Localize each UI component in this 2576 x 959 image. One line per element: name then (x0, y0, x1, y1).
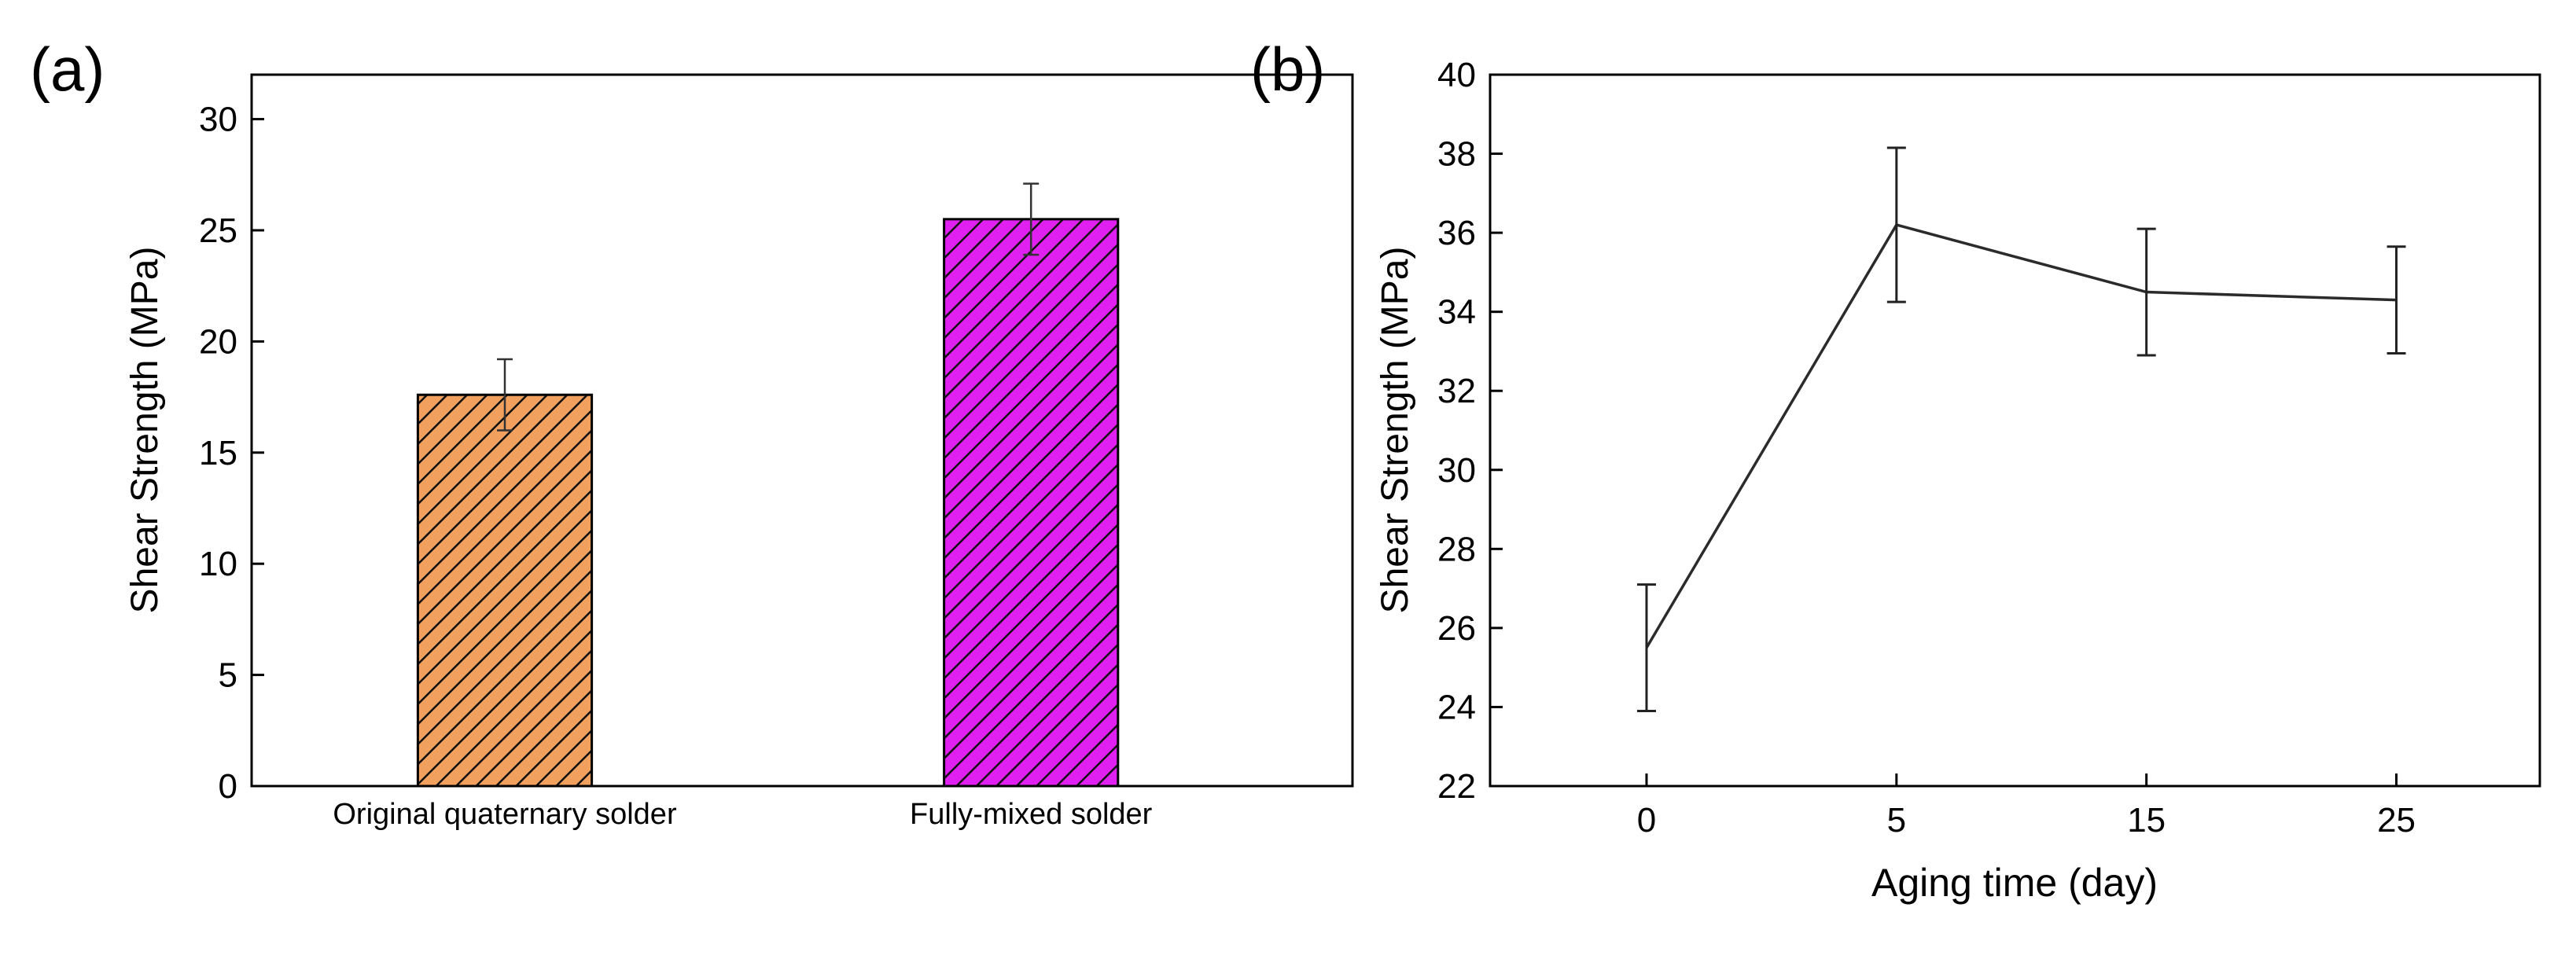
y-tick-label: 28 (1437, 530, 1476, 568)
y-tick-label: 24 (1437, 688, 1476, 726)
y-tick-label: 10 (199, 545, 237, 583)
x-tick-label: 5 (1887, 801, 1906, 840)
y-tick-label: 15 (199, 434, 237, 472)
series-line (1647, 225, 2397, 648)
y-tick-label: 5 (219, 656, 237, 695)
panel-b-x-axis-label: Aging time (day) (1871, 861, 2158, 905)
y-tick-label: 32 (1437, 372, 1476, 410)
y-tick-label: 0 (219, 767, 237, 806)
panel-b-x-ticks: 0 5 15 25 (1637, 773, 2416, 840)
y-tick-label: 34 (1437, 293, 1476, 332)
panel-a-category-labels: Original quaternary solder Fully-mixed so… (333, 798, 1152, 831)
y-tick-label: 26 (1437, 609, 1476, 648)
x-tick-label: 25 (2377, 801, 2416, 840)
y-tick-label: 40 (1437, 56, 1476, 94)
panel-b-y-ticks: 22 24 26 28 30 32 34 36 38 40 (1437, 56, 1503, 806)
panel-a-y-ticks: 0 5 10 15 20 25 30 (199, 101, 264, 806)
bar (418, 395, 591, 786)
y-tick-label: 30 (1437, 451, 1476, 490)
x-tick-label: 0 (1637, 801, 1656, 840)
panel-b-label: (b) (1250, 35, 1325, 104)
x-tick-label: 15 (2127, 801, 2166, 840)
y-tick-label: 25 (199, 211, 237, 250)
panel-a-y-axis-label: Shear Strength (MPa) (124, 247, 166, 614)
panel-b-series (1637, 148, 2406, 711)
panel-b-y-axis-label: Shear Strength (MPa) (1374, 247, 1416, 614)
y-tick-label: 22 (1437, 767, 1476, 806)
y-tick-label: 30 (199, 101, 237, 139)
panel-a-label: (a) (30, 35, 105, 104)
bar (944, 219, 1118, 786)
y-tick-label: 20 (199, 322, 237, 361)
x-category-label: Fully-mixed solder (910, 798, 1153, 831)
x-category-label: Original quaternary solder (333, 798, 677, 831)
panel-b-line-chart: (b) 22 24 26 28 30 32 34 36 38 40 0 5 15 25 Shear St… (1250, 35, 2540, 905)
y-tick-label: 36 (1437, 214, 1476, 252)
panel-a-bar-chart: (a) 0 5 10 15 20 25 30 Original quaternary sol… (30, 35, 1352, 831)
panel-a-bars (418, 184, 1117, 786)
y-tick-label: 38 (1437, 135, 1476, 174)
